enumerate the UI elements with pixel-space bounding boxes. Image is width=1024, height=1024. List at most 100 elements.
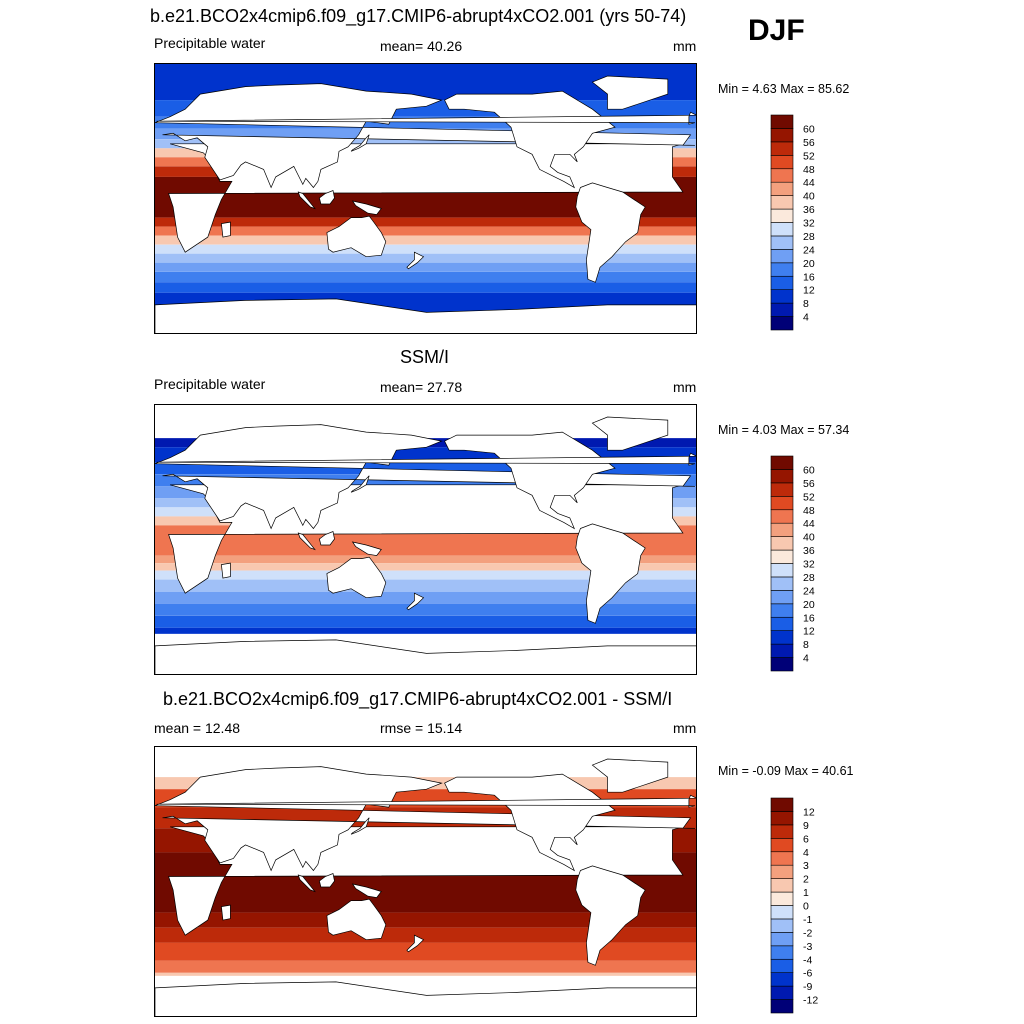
- panel-2-colorbar-bin-11: [770, 509, 794, 524]
- land-borneo: [319, 531, 335, 546]
- land-south-america: [575, 865, 646, 966]
- field-band-15: [155, 271, 696, 283]
- panel-2-colorbar-tick-13: 56: [803, 478, 815, 490]
- panel-1-colorbar-tick-11: 48: [803, 164, 815, 176]
- field-band-11: [155, 235, 696, 245]
- panel-1-colorbar-bin-0: [770, 316, 794, 331]
- land-eurasia: [155, 83, 696, 189]
- panel-2-colorbar-bin-6: [770, 576, 794, 591]
- land-north-america: [444, 90, 616, 189]
- panel-3-colorbar-tick-1: -9: [803, 981, 812, 993]
- panel-3-colorbar-bin-1: [770, 985, 794, 1000]
- field-band-9: [155, 555, 696, 564]
- panel-3-colorbar-tick-3: -4: [803, 954, 812, 966]
- land-greenland: [591, 758, 669, 793]
- land-greenland: [591, 416, 669, 451]
- field-band-13: [155, 591, 696, 604]
- land-new-zealand: [406, 934, 425, 953]
- field-band-11: [155, 570, 696, 580]
- panel-1-colorbar-tick-1: 8: [803, 298, 809, 310]
- panel-3-colorbar-tick-0: -12: [803, 995, 818, 1007]
- panel-1-minmax: Min = 4.63 Max = 85.62: [718, 82, 850, 96]
- panel-3-colorbar-bin-15: [770, 797, 794, 812]
- panel-1-variable-label: Precipitable water: [154, 35, 266, 51]
- panel-3-colorbar-bin-4: [770, 945, 794, 960]
- land-sumatra: [297, 874, 316, 893]
- panel-3-colorbar-bin-14: [770, 811, 794, 826]
- field-band-5: [155, 912, 696, 928]
- land-australia: [326, 215, 387, 258]
- panel-2-colorbar-tick-11: 48: [803, 505, 815, 517]
- panel-2-map: [154, 404, 697, 675]
- panel-2-colorbar-bin-3: [770, 616, 794, 631]
- panel-2-colorbar-tick-8: 36: [803, 545, 815, 557]
- panel-3-colorbar-bin-12: [770, 838, 794, 853]
- land-uk: [156, 794, 696, 808]
- panel-3-minmax: Min = -0.09 Max = 40.61: [718, 764, 854, 778]
- panel-2-colorbar-bin-0: [770, 657, 794, 672]
- field-band-8: [155, 960, 696, 973]
- land-antarctica: [155, 639, 696, 674]
- panel-3-colorbar-tick-14: 12: [803, 806, 815, 818]
- land-japan: [350, 817, 370, 835]
- panel-3-colorbar: -12 -9 -6 -4 -3 -2 -1 0 1 2 3 4 6 9 12: [770, 797, 841, 1014]
- land-japan: [350, 134, 370, 152]
- field-band-9: [155, 217, 696, 227]
- land-north-america: [444, 773, 616, 872]
- panel-1-colorbar-bin-14: [770, 128, 794, 143]
- panel-3-colorbar-bin-5: [770, 932, 794, 947]
- panel-2-colorbar-bin-14: [770, 469, 794, 484]
- panel-1-colorbar-bin-1: [770, 302, 794, 317]
- field-band-12: [155, 579, 696, 592]
- panel-2-colorbar-tick-3: 16: [803, 612, 815, 624]
- panel-3-colorbar-tick-8: 1: [803, 887, 809, 899]
- panel-1-colorbar-bin-9: [770, 195, 794, 210]
- panel-2-colorbar-tick-4: 20: [803, 599, 815, 611]
- panel-2-colorbar-tick-2: 12: [803, 626, 815, 638]
- panel-1-colorbar-tick-9: 40: [803, 191, 815, 203]
- panel-1-colorbar-tick-6: 28: [803, 231, 815, 243]
- panel-2-colorbar-tick-9: 40: [803, 532, 815, 544]
- panel-1-map: [154, 63, 697, 334]
- land-australia: [326, 556, 387, 599]
- field-band-6: [155, 927, 696, 943]
- field-band-15: [155, 615, 696, 628]
- panel-3-colorbar-bin-3: [770, 958, 794, 973]
- panel-1-colorbar-tick-12: 52: [803, 150, 815, 162]
- panel-1-colorbar-tick-13: 56: [803, 137, 815, 149]
- land-uk: [156, 452, 696, 466]
- panel-3-colorbar-bin-13: [770, 824, 794, 839]
- panel-2-colorbar-tick-7: 32: [803, 559, 815, 571]
- land-south-america: [575, 523, 646, 624]
- panel-2-colorbar-bin-9: [770, 536, 794, 551]
- land-eurasia: [155, 766, 696, 872]
- panel-1-colorbar-tick-5: 24: [803, 244, 815, 256]
- panel-2-colorbar-tick-12: 52: [803, 491, 815, 503]
- panel-1-colorbar-tick-3: 16: [803, 271, 815, 283]
- panel-3-colorbar-bin-7: [770, 905, 794, 920]
- field-band-12: [155, 244, 696, 254]
- panel-3-units-label: mm: [673, 720, 697, 736]
- panel-3-map: [154, 746, 697, 1017]
- panel-1-colorbar-tick-4: 20: [803, 258, 815, 270]
- land-eurasia: [155, 424, 696, 530]
- panel-1-mean-label: mean= 40.26: [380, 38, 463, 54]
- land-greenland: [591, 75, 669, 110]
- field-band-14: [155, 603, 696, 616]
- field-band-10: [155, 563, 696, 571]
- panel-3-colorbar-tick-10: 3: [803, 860, 809, 872]
- field-band-10: [155, 226, 696, 236]
- panel-1-colorbar-bin-12: [770, 155, 794, 170]
- panel-2-colorbar-bin-7: [770, 563, 794, 578]
- panel-2-colorbar: 4 8 12 16 20 24 28 32 36 40 44 48 52 56 60: [770, 455, 841, 672]
- panel-3-colorbar-bin-2: [770, 972, 794, 987]
- land-antarctica: [155, 298, 696, 333]
- land-sumatra: [297, 532, 316, 551]
- panel-1-colorbar: 4 8 12 16 20 24 28 32 36 40 44 48 52 56 60: [770, 114, 841, 331]
- land-new-zealand: [406, 251, 425, 270]
- panel-3-rmse-label: rmse = 15.14: [380, 720, 463, 736]
- panel-2-colorbar-tick-10: 44: [803, 518, 815, 530]
- panel-2-variable-label: Precipitable water: [154, 376, 266, 392]
- panel-2-units-label: mm: [673, 379, 697, 395]
- panel-1-colorbar-bin-10: [770, 181, 794, 196]
